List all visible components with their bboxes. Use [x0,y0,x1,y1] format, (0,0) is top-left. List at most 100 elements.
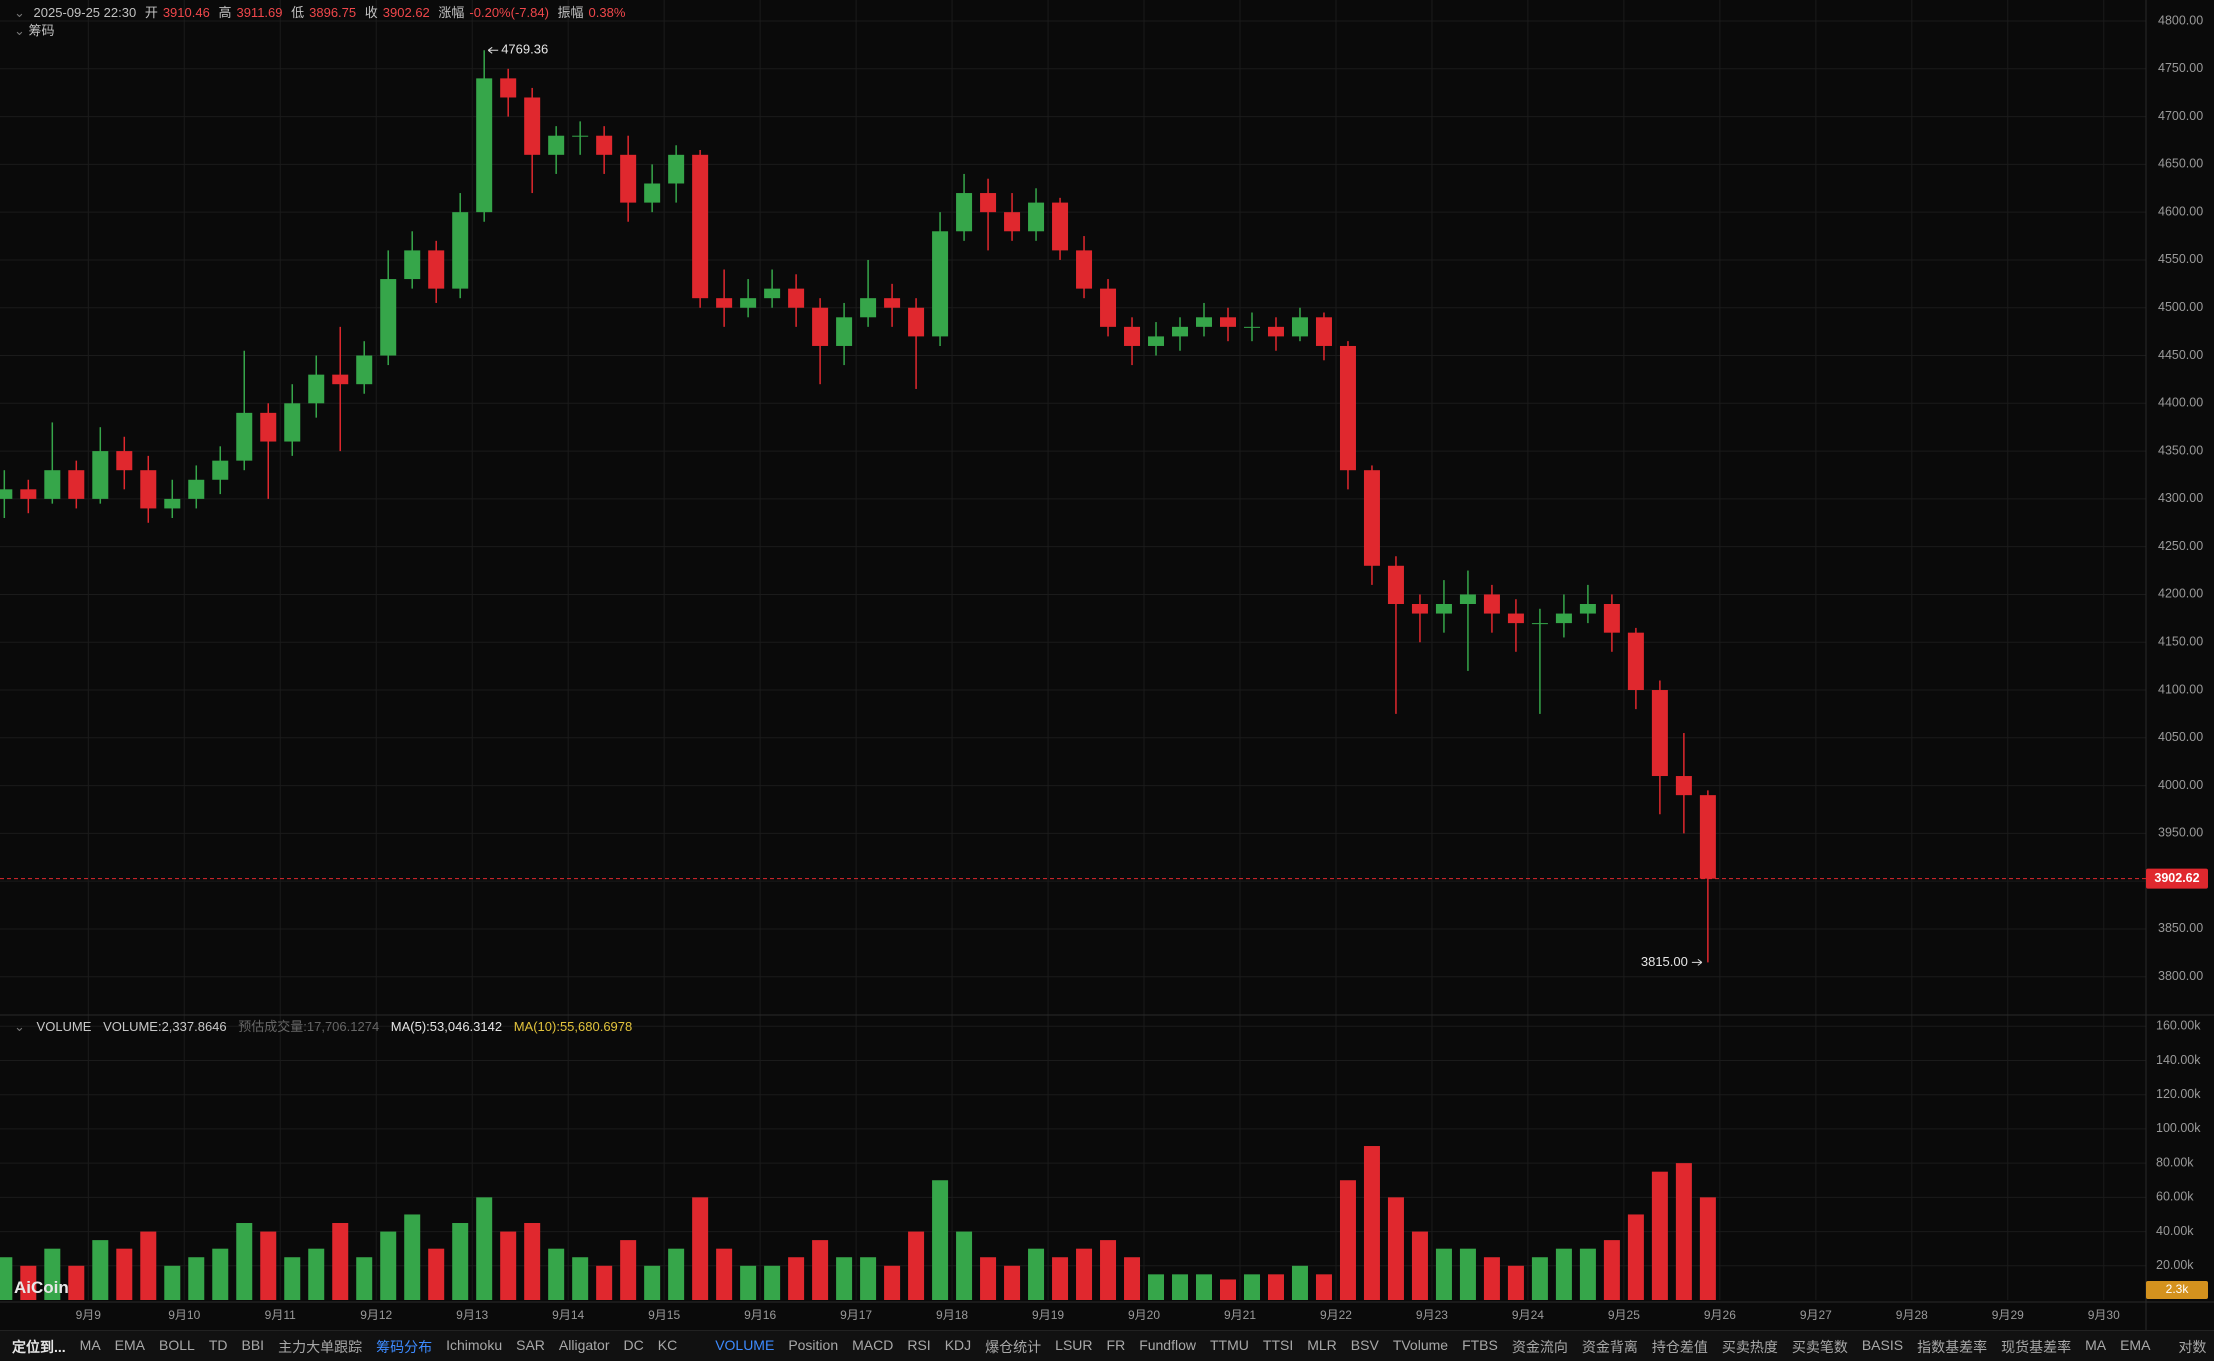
overlay-label: ⌄ 筹码 [14,23,55,38]
indicator-button[interactable]: RSI [907,1336,931,1353]
volume-bar [1291,1265,1308,1300]
candle-body [860,298,877,318]
indicator-button[interactable]: Position [788,1336,839,1353]
icon: ⌄ [14,1019,25,1034]
x-tick-label: 9月29 [1992,1308,2024,1322]
candle-body [692,154,709,299]
indicator-button[interactable]: EMA [2120,1336,2151,1353]
indicator-button[interactable]: BBI [241,1336,265,1353]
volume-bar [1339,1180,1356,1300]
indicator-button[interactable]: BASIS [1861,1336,1904,1353]
volume-bar [1028,1248,1045,1300]
candle-body [500,78,517,98]
volume-bar [1627,1214,1644,1300]
indicator-button[interactable]: 指数基差率 [1917,1338,1988,1355]
value: 3911.69 [236,5,283,20]
y-tick-label: 4250.00 [2158,539,2203,553]
indicator-button[interactable]: TTSI [1262,1336,1294,1353]
y-tick-label: 4100.00 [2158,682,2203,696]
candle-body [716,298,733,308]
candle-body [1100,288,1117,327]
indicator-button[interactable]: 主力大单跟踪 [278,1338,363,1355]
volume-bar [1531,1257,1548,1300]
indicator-button[interactable]: MA [2085,1336,2107,1353]
candle-body [476,78,493,213]
volume-bar [860,1257,877,1300]
x-tick-label: 9月18 [936,1308,968,1322]
indicator-button[interactable]: 现货基差率 [2001,1338,2072,1355]
volume-tag-label: 2.3k [2166,1282,2190,1296]
volume-bar [188,1257,205,1300]
indicator-button[interactable]: TD [208,1336,228,1353]
label: 涨幅 [438,5,465,20]
volume-bar [44,1248,61,1300]
candle-body [140,470,157,509]
candle-body [1124,326,1141,346]
candle-body [836,317,853,346]
indicator-button[interactable]: 爆仓统计 [985,1338,1042,1355]
volume-bar [1243,1274,1260,1300]
candle-body [1699,795,1716,879]
indicator-button[interactable]: KC [657,1336,678,1353]
volume-bar [1196,1274,1213,1300]
volume-bar [548,1248,565,1300]
indicator-button[interactable]: 资金背离 [1581,1338,1638,1355]
candle-body [1387,565,1404,605]
y-tick-label: 4300.00 [2158,491,2203,505]
indicator-button[interactable]: EMA [114,1336,146,1353]
volume-bar [524,1223,541,1300]
indicator-button[interactable]: BSV [1350,1336,1379,1353]
indicator-button[interactable]: 资金流向 [1511,1338,1568,1355]
volume-bar [908,1231,925,1300]
x-tick-label: 9月26 [1704,1308,1736,1322]
indicator-button[interactable]: TTMU [1210,1336,1249,1353]
volume-bar [212,1248,229,1300]
x-tick-label: 9月12 [360,1308,392,1322]
indicator-button[interactable]: DC [623,1336,644,1353]
indicator-button[interactable]: MA [79,1336,101,1353]
indicator-button[interactable]: FR [1106,1336,1126,1353]
indicator-button[interactable]: Alligator [558,1336,610,1353]
arrow [487,46,499,54]
toolbar: 定位到... MA EMA BOLL TD BBI 主力大单跟踪 筹码分布 Ichimoku S… [0,1330,2214,1361]
indicator-button[interactable]: BOLL [159,1336,195,1353]
volume-bar [884,1265,901,1300]
candle-body [1148,336,1165,346]
indicator-button[interactable]: Fundflow [1139,1336,1196,1353]
indicator-button[interactable]: 对数 [2178,1338,2207,1355]
y-tick-label: 4050.00 [2158,730,2203,744]
indicator-button[interactable]: 持仓差值 [1651,1338,1708,1355]
volume-bar [1651,1171,1668,1300]
volume-bar [956,1231,973,1300]
y-tick-label: 4400.00 [2158,396,2203,410]
candle-body [668,154,685,184]
x-tick-label: 9月10 [168,1308,200,1322]
sub-indicators: VOLUME Position MACD RSI KDJ 爆仓统计 LSUR FR Fundfl… [715,1337,2164,1357]
indicator-button[interactable]: 买卖热度 [1721,1338,1778,1355]
candle-body [452,212,469,289]
indicator-button[interactable]: MACD [852,1336,894,1353]
indicator-button[interactable]: Ichimoku [446,1336,503,1353]
candle-body [356,355,373,385]
volume-bar [1675,1163,1692,1300]
x-tick-label: 9月16 [744,1308,776,1322]
indicator-button[interactable]: KDJ [944,1336,972,1353]
indicator-button[interactable]: TVolume [1392,1336,1449,1353]
locate-button[interactable]: 定位到... [12,1338,66,1355]
last-price-label: 3902.62 [2154,871,2199,885]
candle-body [1267,326,1284,337]
candle-body [788,288,805,308]
indicator-button[interactable]: LSUR [1055,1336,1093,1353]
indicator-button[interactable]: 买卖笔数 [1791,1338,1848,1355]
indicator-button[interactable]: VOLUME [715,1336,775,1353]
indicator-button[interactable]: FTBS [1462,1336,1498,1353]
indicator-button[interactable]: MLR [1307,1336,1337,1353]
volume-bar [452,1223,469,1300]
volume-bar [260,1231,277,1300]
indicator-button[interactable]: SAR [516,1336,545,1353]
indicator-button[interactable]: 筹码分布 [376,1338,433,1355]
volume-bar [1172,1274,1189,1300]
volume-bar [596,1265,613,1300]
y-tick-label: 4800.00 [2158,13,2203,27]
